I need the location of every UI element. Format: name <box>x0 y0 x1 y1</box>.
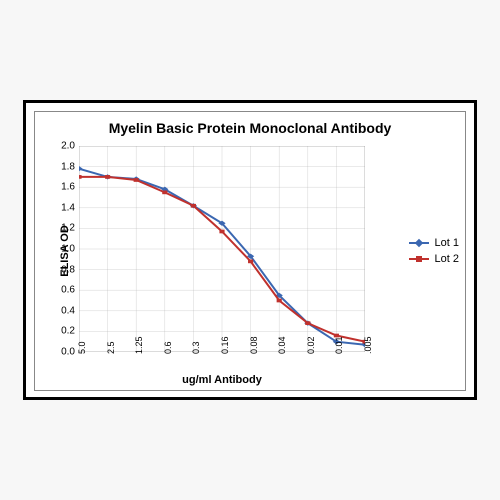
x-axis-label: ug/ml Antibody <box>79 374 365 386</box>
legend-swatch <box>409 258 429 260</box>
legend-swatch <box>409 242 429 244</box>
x-tick: 0.04 <box>275 336 287 354</box>
y-tick: 1.6 <box>61 182 79 193</box>
y-tick: 0.8 <box>61 264 79 275</box>
legend-label: Lot 1 <box>435 237 459 249</box>
x-tick: 1.25 <box>132 336 144 354</box>
chart-title: Myelin Basic Protein Monoclonal Antibody <box>35 120 465 136</box>
x-tick: 2.5 <box>104 341 116 354</box>
y-tick: 0.6 <box>61 285 79 296</box>
x-tick: 0.01 <box>332 336 344 354</box>
plot-container: 0.00.20.40.60.81.01.21.41.61.82.05.02.51… <box>79 146 365 352</box>
x-tick: 0.08 <box>247 336 259 354</box>
x-tick: 0.3 <box>189 341 201 354</box>
plot-svg <box>79 146 365 352</box>
y-tick: 1.4 <box>61 202 79 213</box>
legend-item: Lot 1 <box>409 237 459 249</box>
y-tick: 0.2 <box>61 326 79 337</box>
legend: Lot 1 Lot 2 <box>409 233 459 269</box>
y-tick: 1.0 <box>61 244 79 255</box>
x-tick: 5.0 <box>75 341 87 354</box>
y-tick: 2.0 <box>61 141 79 152</box>
chart-outer-frame: Myelin Basic Protein Monoclonal Antibody… <box>23 100 477 400</box>
y-tick: 1.8 <box>61 161 79 172</box>
x-tick: 0.02 <box>304 336 316 354</box>
x-tick: 0.6 <box>161 341 173 354</box>
x-tick: 0.16 <box>218 336 230 354</box>
chart-inner-frame: Myelin Basic Protein Monoclonal Antibody… <box>34 111 466 391</box>
x-tick: .005 <box>361 336 373 354</box>
y-tick: 1.2 <box>61 223 79 234</box>
legend-label: Lot 2 <box>435 253 459 265</box>
y-tick: 0.4 <box>61 305 79 316</box>
legend-item: Lot 2 <box>409 253 459 265</box>
